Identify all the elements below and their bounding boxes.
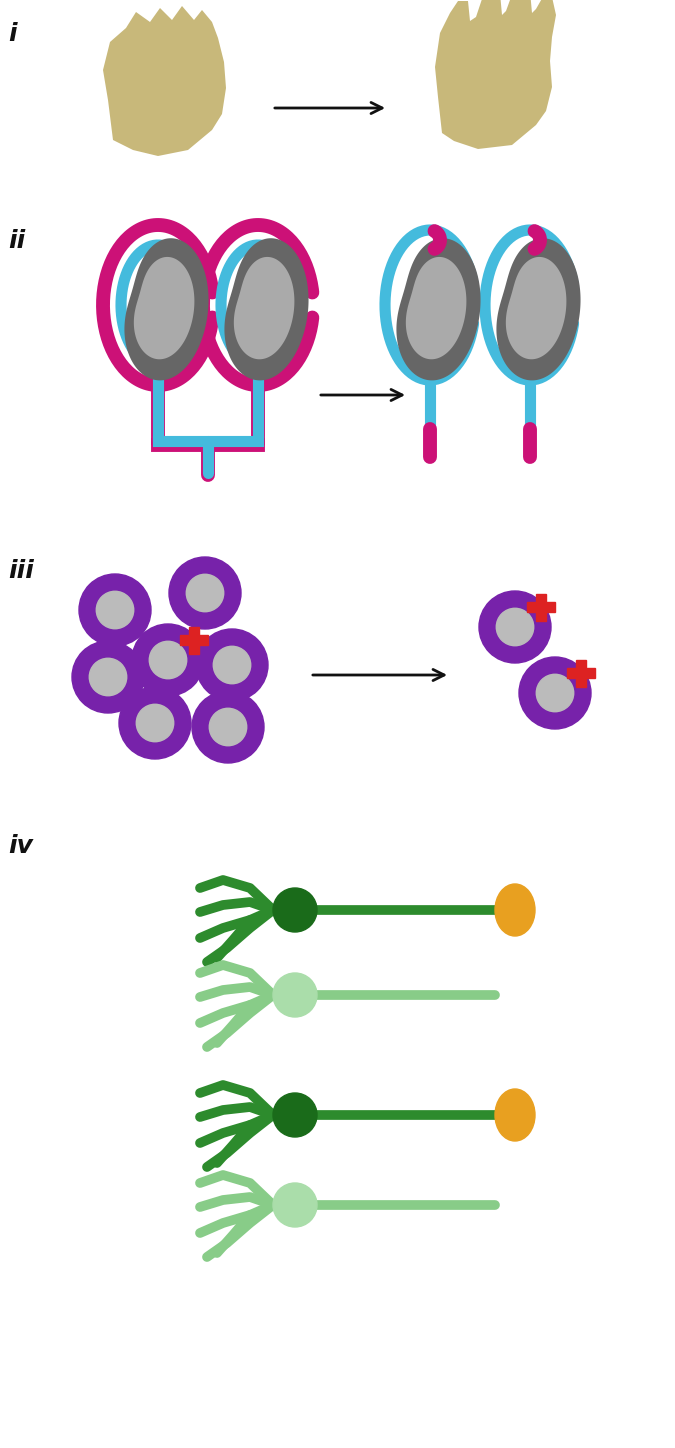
Circle shape <box>479 591 551 663</box>
Circle shape <box>273 1183 317 1226</box>
Polygon shape <box>103 6 226 156</box>
Circle shape <box>132 624 204 696</box>
Circle shape <box>536 675 574 712</box>
Ellipse shape <box>495 883 535 935</box>
Circle shape <box>186 575 223 611</box>
Circle shape <box>273 888 317 933</box>
Text: i: i <box>8 22 17 46</box>
Polygon shape <box>124 239 209 381</box>
Bar <box>527 602 555 613</box>
Circle shape <box>519 657 591 728</box>
Bar <box>567 668 595 679</box>
Text: iv: iv <box>8 834 33 859</box>
Text: ii: ii <box>8 229 25 253</box>
Bar <box>576 659 586 686</box>
Polygon shape <box>406 256 466 359</box>
Circle shape <box>97 591 134 628</box>
Circle shape <box>496 608 534 646</box>
Circle shape <box>192 691 264 763</box>
Polygon shape <box>506 256 566 359</box>
Circle shape <box>213 646 250 683</box>
Bar <box>536 594 546 621</box>
Circle shape <box>79 573 151 646</box>
Polygon shape <box>134 256 194 359</box>
Circle shape <box>209 708 247 746</box>
Polygon shape <box>396 239 481 381</box>
Ellipse shape <box>495 1089 535 1141</box>
Polygon shape <box>234 256 294 359</box>
Circle shape <box>169 557 241 628</box>
Text: iii: iii <box>8 559 34 584</box>
Circle shape <box>119 686 191 759</box>
Polygon shape <box>224 239 308 381</box>
Bar <box>180 636 208 646</box>
Bar <box>189 627 199 654</box>
Polygon shape <box>435 0 556 149</box>
Circle shape <box>273 973 317 1016</box>
Circle shape <box>273 1093 317 1137</box>
Circle shape <box>196 628 268 701</box>
Circle shape <box>89 659 127 695</box>
Polygon shape <box>496 239 580 381</box>
Circle shape <box>149 641 187 679</box>
Circle shape <box>136 704 173 741</box>
Circle shape <box>72 641 144 712</box>
